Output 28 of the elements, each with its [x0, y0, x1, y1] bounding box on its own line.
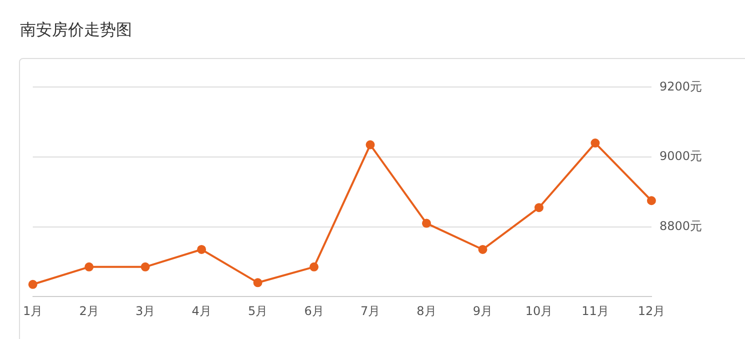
x-tick-label: 2月 [79, 304, 99, 318]
x-tick-label: 8月 [416, 304, 436, 318]
x-tick-label: 1月 [22, 304, 43, 318]
x-tick-label: 7月 [360, 304, 380, 318]
point [28, 280, 38, 289]
point [422, 218, 431, 228]
point [478, 244, 488, 254]
chart-title: 南安房价走势图 [20, 20, 132, 41]
x-tick-label: 4月 [192, 304, 212, 318]
point [590, 138, 600, 148]
point [253, 278, 262, 288]
y-tick-label: 8800元 [659, 218, 702, 233]
point [366, 140, 375, 150]
point [140, 262, 150, 272]
x-tick-label: 12月 [638, 304, 666, 318]
point [534, 203, 544, 212]
x-tick-label: 5月 [248, 304, 268, 318]
x-tick-label: 9月 [472, 304, 493, 318]
x-tick-label: 10月 [525, 304, 553, 318]
x-tick-label: 6月 [304, 304, 324, 318]
point [84, 262, 94, 272]
x-tick-label: 11月 [582, 304, 609, 318]
x-tick-label: 3月 [135, 304, 156, 318]
y-tick-label: 9000元 [659, 149, 702, 164]
point [197, 244, 206, 254]
y-tick-label: 9200元 [659, 79, 702, 94]
point [646, 196, 656, 206]
point [310, 262, 319, 272]
